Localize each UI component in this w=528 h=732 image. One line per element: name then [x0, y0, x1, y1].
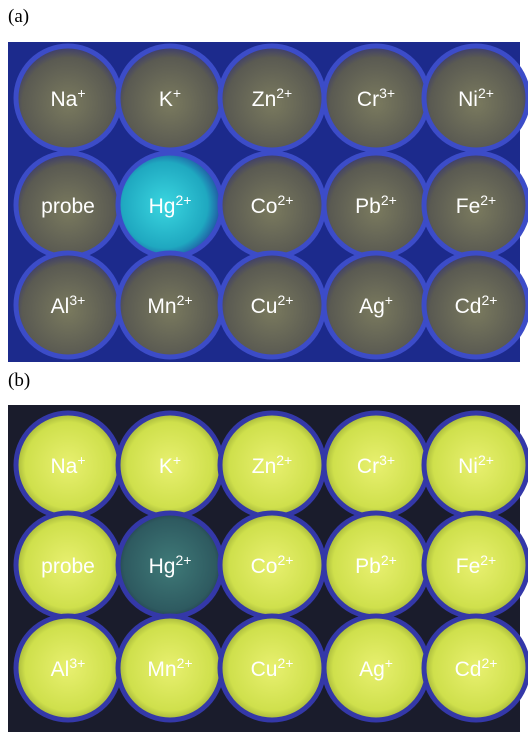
ion-charge: + — [77, 85, 85, 101]
well-label: probe — [41, 555, 95, 578]
ion-charge: 2+ — [277, 655, 293, 671]
ion-charge: 2+ — [276, 452, 292, 468]
ion-symbol: Fe — [456, 555, 481, 578]
ion-symbol: Pb — [355, 555, 381, 578]
ion-charge: 2+ — [177, 292, 193, 308]
ion-charge: 2+ — [381, 552, 397, 568]
ion-charge: + — [385, 655, 393, 671]
ion-symbol: Cd — [455, 658, 482, 681]
ion-charge: 3+ — [379, 85, 395, 101]
ion-symbol: Zn — [252, 88, 277, 111]
ion-charge: 2+ — [478, 85, 494, 101]
ion-charge: 3+ — [379, 452, 395, 468]
ion-charge: 2+ — [481, 655, 497, 671]
ion-symbol: Ni — [458, 88, 478, 111]
ion-symbol: Fe — [456, 195, 481, 218]
ion-symbol: Cr — [357, 88, 379, 111]
ion-symbol: Co — [251, 195, 278, 218]
ion-symbol: Mn — [147, 658, 176, 681]
panel-label: (a) — [8, 6, 29, 27]
ion-symbol: Co — [251, 555, 278, 578]
ion-charge: 2+ — [478, 452, 494, 468]
ion-charge: 2+ — [381, 192, 397, 208]
ion-charge: 2+ — [177, 655, 193, 671]
ion-charge: 2+ — [276, 85, 292, 101]
ion-charge: + — [173, 85, 181, 101]
ion-symbol: K — [159, 88, 173, 111]
ion-charge: + — [385, 292, 393, 308]
ion-charge: + — [77, 452, 85, 468]
ion-symbol: Hg — [149, 195, 176, 218]
ion-charge: 2+ — [277, 292, 293, 308]
ion-symbol: Pb — [355, 195, 381, 218]
ion-symbol: Ag — [359, 658, 385, 681]
ion-charge: 2+ — [277, 192, 293, 208]
ion-symbol: Mn — [147, 295, 176, 318]
ion-symbol: Cd — [455, 295, 482, 318]
ion-symbol: Cr — [357, 455, 379, 478]
ion-charge: 2+ — [481, 292, 497, 308]
ion-charge: 2+ — [480, 552, 496, 568]
ion-charge: 3+ — [69, 292, 85, 308]
ion-charge: 2+ — [175, 192, 191, 208]
ion-symbol: Cu — [251, 295, 278, 318]
ion-charge: + — [173, 452, 181, 468]
ion-symbol: Cu — [251, 658, 278, 681]
ion-symbol: K — [159, 455, 173, 478]
ion-symbol: Zn — [252, 455, 277, 478]
ion-charge: 3+ — [69, 655, 85, 671]
ion-symbol: Na — [50, 455, 77, 478]
ion-symbol: Na — [50, 88, 77, 111]
ion-charge: 2+ — [175, 552, 191, 568]
panel-label: (b) — [8, 370, 30, 391]
ion-charge: 2+ — [480, 192, 496, 208]
ion-symbol: Al — [51, 658, 70, 681]
figure: (a)Na+K+Zn2+Cr3+Ni2+probeHg2+Co2+Pb2+Fe2… — [0, 0, 528, 732]
figure-canvas: (a)Na+K+Zn2+Cr3+Ni2+probeHg2+Co2+Pb2+Fe2… — [0, 0, 528, 732]
ion-symbol: Al — [51, 295, 70, 318]
ion-symbol: Ag — [359, 295, 385, 318]
ion-charge: 2+ — [277, 552, 293, 568]
ion-symbol: Ni — [458, 455, 478, 478]
ion-symbol: probe — [41, 195, 95, 218]
ion-symbol: probe — [41, 555, 95, 578]
ion-symbol: Hg — [149, 555, 176, 578]
well-label: probe — [41, 195, 95, 218]
